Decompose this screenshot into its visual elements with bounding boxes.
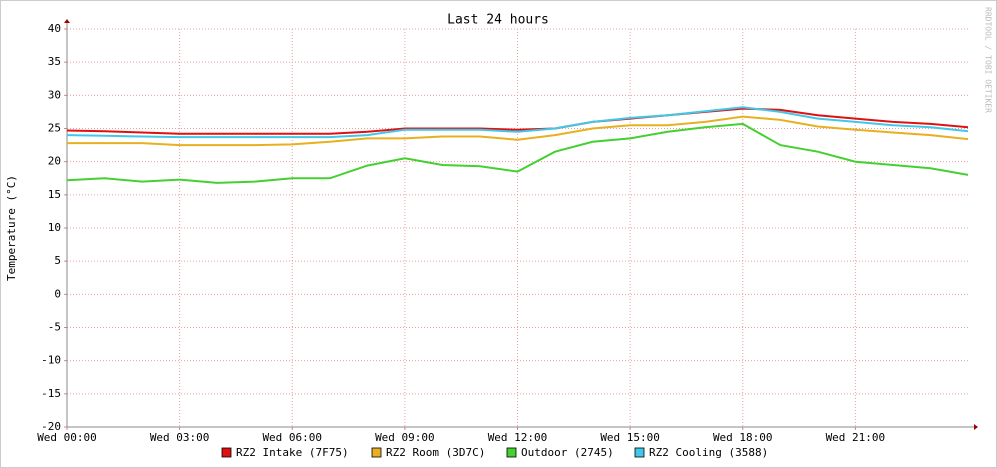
y-tick-label: 15 [48, 188, 61, 201]
x-tick-label: Wed 00:00 [37, 431, 97, 444]
y-tick-label: -20 [41, 420, 61, 433]
legend-label: RZ2 Cooling (3588) [649, 446, 768, 459]
x-tick-label: Wed 15:00 [600, 431, 660, 444]
y-tick-label: 20 [48, 155, 61, 168]
legend-swatch [506, 447, 517, 458]
y-axis-arrow [64, 19, 70, 23]
series-line [67, 115, 969, 147]
y-tick-label: 30 [48, 88, 61, 101]
x-tick-label: Wed 21:00 [826, 431, 886, 444]
y-tick-label: -5 [48, 321, 61, 334]
legend-label: RZ2 Intake (7F75) [236, 446, 349, 459]
legend-swatch [634, 447, 645, 458]
x-tick-label: Wed 06:00 [262, 431, 322, 444]
watermark: RRDTOOL / TOBI OETIKER [984, 7, 993, 113]
x-tick-label: Wed 03:00 [150, 431, 210, 444]
legend-swatch [371, 447, 382, 458]
x-tick-label: Wed 18:00 [713, 431, 773, 444]
y-tick-label: 40 [48, 22, 61, 35]
y-axis-label: Temperature (°C) [5, 175, 18, 281]
y-tick-label: 0 [54, 287, 61, 300]
x-tick-label: Wed 09:00 [375, 431, 435, 444]
legend-label: Outdoor (2745) [521, 446, 614, 459]
x-tick-label: Wed 12:00 [488, 431, 548, 444]
y-tick-label: 35 [48, 55, 61, 68]
x-axis-arrow [974, 424, 978, 430]
series-line [66, 122, 969, 184]
legend-swatch [221, 447, 232, 458]
legend-label: RZ2 Room (3D7C) [386, 446, 485, 459]
y-tick-label: -10 [41, 354, 61, 367]
y-tick-label: 25 [48, 122, 61, 135]
series-line [66, 106, 969, 139]
y-tick-label: 10 [48, 221, 61, 234]
chart-title: Last 24 hours [447, 13, 549, 28]
series-line [66, 107, 969, 135]
y-tick-label: -15 [41, 387, 61, 400]
y-tick-label: 5 [54, 254, 61, 267]
